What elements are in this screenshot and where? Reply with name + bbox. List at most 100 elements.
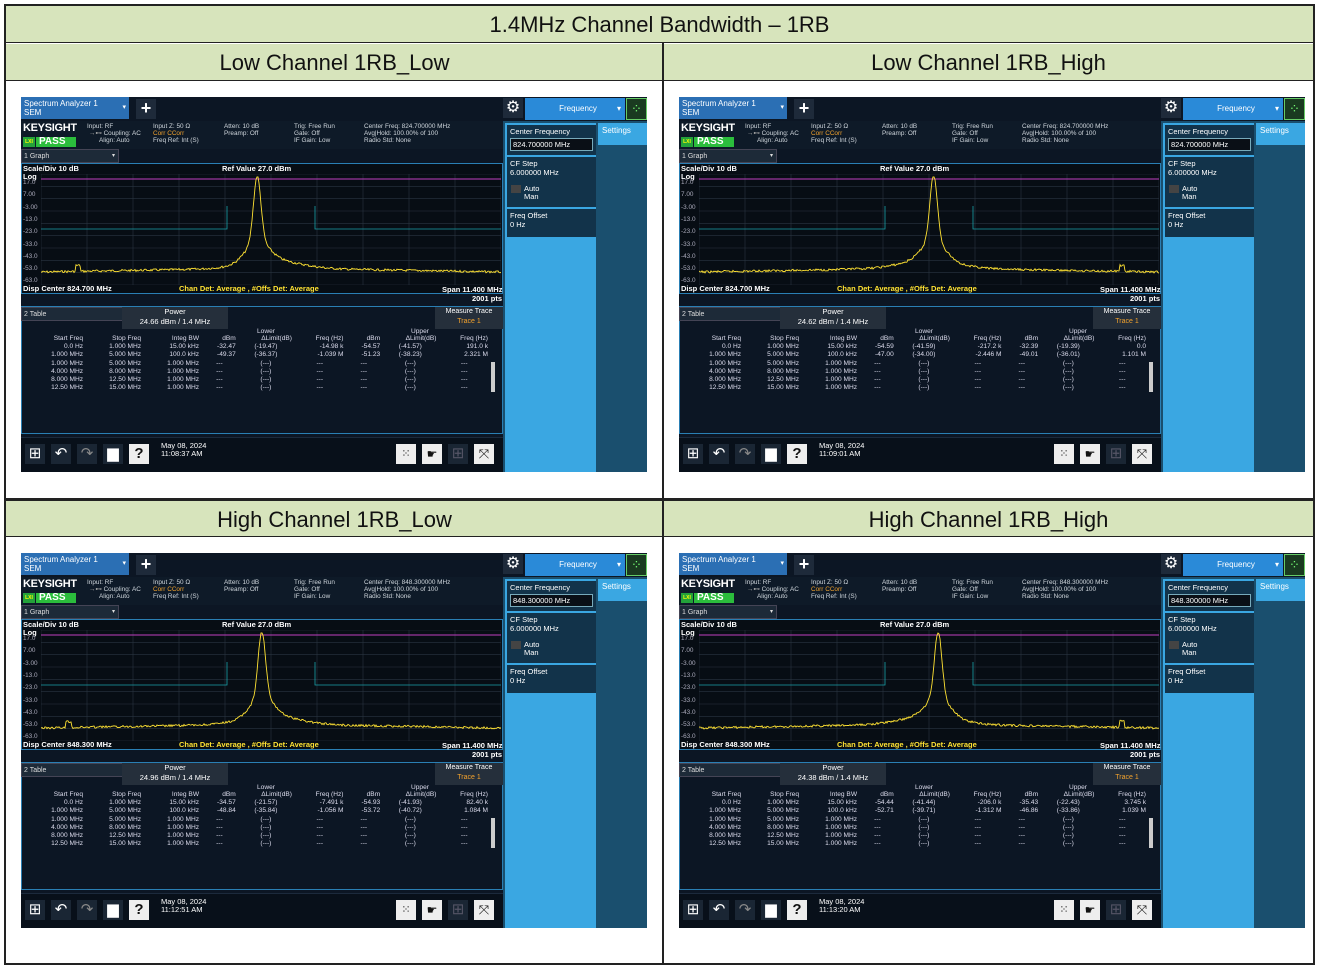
gear-icon[interactable]: ⚙ (503, 554, 523, 574)
app-tab[interactable]: Spectrum Analyzer 1 SEM (679, 97, 787, 119)
table-scrollbar[interactable] (491, 818, 495, 848)
add-screen-button[interactable]: + (794, 555, 814, 575)
table-select-dropdown[interactable]: 2 Table (21, 763, 133, 777)
folder-icon[interactable]: ▆ (103, 900, 123, 920)
windows-start-icon[interactable]: ⊞ (683, 900, 703, 920)
auto-man-toggle[interactable]: Auto Man (1169, 185, 1197, 201)
cf-step-softkey[interactable]: CF Step 6.000000 MHz (1165, 613, 1254, 663)
windows-start-icon[interactable]: ⊞ (683, 444, 703, 464)
table-scrollbar[interactable] (1149, 818, 1153, 848)
gear-icon[interactable]: ⚙ (503, 98, 523, 118)
touch-icon[interactable]: ☛ (422, 444, 442, 464)
table-scrollbar[interactable] (1149, 362, 1153, 392)
app-tab[interactable]: Spectrum Analyzer 1 SEM (21, 553, 129, 575)
measure-trace-button[interactable]: Measure Trace Trace 1 (1093, 763, 1161, 785)
gear-icon[interactable]: ⚙ (1161, 98, 1181, 118)
settings-tab[interactable]: Settings (1256, 123, 1305, 145)
center-frequency-softkey[interactable]: Center Frequency 824.700000 MHz (1165, 125, 1254, 155)
auto-man-toggle[interactable]: Auto Man (511, 641, 539, 657)
redo-icon[interactable]: ↷ (735, 900, 755, 920)
freq-offset-softkey[interactable]: Freq Offset 0 Hz (1165, 209, 1254, 237)
center-frequency-softkey[interactable]: Center Frequency 848.300000 MHz (1165, 581, 1254, 611)
keyboard-icon[interactable]: ⁙ (1054, 900, 1074, 920)
auto-man-toggle[interactable]: Auto Man (511, 185, 539, 201)
keyboard-icon[interactable]: ⁙ (396, 900, 416, 920)
layout-icon[interactable]: ⊞ (448, 900, 468, 920)
frequency-menu-button[interactable]: Frequency ▾ (1183, 554, 1283, 576)
settings-tab[interactable]: Settings (598, 579, 647, 601)
freq-offset-softkey[interactable]: Freq Offset 0 Hz (507, 665, 596, 693)
redo-icon[interactable]: ↷ (77, 444, 97, 464)
measure-trace-button[interactable]: Measure Trace Trace 1 (435, 763, 503, 785)
frequency-menu-button[interactable]: Frequency ▾ (525, 98, 625, 120)
help-icon[interactable]: ? (787, 444, 807, 464)
measure-trace-button[interactable]: Measure Trace Trace 1 (1093, 307, 1161, 329)
windows-start-icon[interactable]: ⊞ (25, 444, 45, 464)
run-status-icon[interactable]: ⁘ (626, 554, 647, 576)
cf-step-softkey[interactable]: CF Step 6.000000 MHz (507, 157, 596, 207)
folder-icon[interactable]: ▆ (761, 900, 781, 920)
fullscreen-icon[interactable]: ⤧ (1132, 444, 1152, 464)
graph-select-dropdown[interactable]: 1 Graph (679, 605, 777, 619)
touch-icon[interactable]: ☛ (1080, 444, 1100, 464)
table-select-dropdown[interactable]: 2 Table (679, 763, 791, 777)
touch-icon[interactable]: ☛ (1080, 900, 1100, 920)
cf-step-softkey[interactable]: CF Step 6.000000 MHz (507, 613, 596, 663)
add-screen-button[interactable]: + (794, 99, 814, 119)
layout-icon[interactable]: ⊞ (1106, 444, 1126, 464)
undo-icon[interactable]: ↶ (51, 444, 71, 464)
frequency-menu-button[interactable]: Frequency ▾ (1183, 98, 1283, 120)
undo-icon[interactable]: ↶ (709, 444, 729, 464)
add-screen-button[interactable]: + (136, 99, 156, 119)
settings-tab[interactable]: Settings (1256, 579, 1305, 601)
windows-start-icon[interactable]: ⊞ (25, 900, 45, 920)
help-icon[interactable]: ? (129, 444, 149, 464)
help-icon[interactable]: ? (787, 900, 807, 920)
cf-step-softkey[interactable]: CF Step 6.000000 MHz (1165, 157, 1254, 207)
add-screen-button[interactable]: + (136, 555, 156, 575)
ref-value-label: Ref Value 27.0 dBm (880, 620, 950, 629)
fullscreen-icon[interactable]: ⤧ (474, 900, 494, 920)
table-cell: --- (460, 840, 468, 848)
center-frequency-softkey[interactable]: Center Frequency 824.700000 MHz (507, 125, 596, 155)
graph-select-dropdown[interactable]: 1 Graph (21, 605, 119, 619)
run-status-icon[interactable]: ⁘ (1284, 98, 1305, 120)
graph-select-dropdown[interactable]: 1 Graph (21, 149, 119, 163)
table-cell: (---) (918, 832, 930, 840)
center-frequency-softkey[interactable]: Center Frequency 848.300000 MHz (507, 581, 596, 611)
redo-icon[interactable]: ↷ (735, 444, 755, 464)
column-header: Freq (Hz) (460, 335, 488, 343)
run-status-icon[interactable]: ⁘ (1284, 554, 1305, 576)
undo-icon[interactable]: ↶ (709, 900, 729, 920)
keyboard-icon[interactable]: ⁙ (396, 444, 416, 464)
frequency-menu-button[interactable]: Frequency ▾ (525, 554, 625, 576)
measure-trace-button[interactable]: Measure Trace Trace 1 (435, 307, 503, 329)
gear-icon[interactable]: ⚙ (1161, 554, 1181, 574)
table-cell: (---) (404, 832, 416, 840)
freq-offset-softkey[interactable]: Freq Offset 0 Hz (507, 209, 596, 237)
layout-icon[interactable]: ⊞ (448, 444, 468, 464)
undo-icon[interactable]: ↶ (51, 900, 71, 920)
keyboard-icon[interactable]: ⁙ (1054, 444, 1074, 464)
run-status-icon[interactable]: ⁘ (626, 98, 647, 120)
fullscreen-icon[interactable]: ⤧ (1132, 900, 1152, 920)
freq-offset-softkey[interactable]: Freq Offset 0 Hz (1165, 665, 1254, 693)
help-icon[interactable]: ? (129, 900, 149, 920)
app-tab[interactable]: Spectrum Analyzer 1 SEM (679, 553, 787, 575)
app-tab[interactable]: Spectrum Analyzer 1 SEM (21, 97, 129, 119)
table-scrollbar[interactable] (491, 362, 495, 392)
graph-select-dropdown[interactable]: 1 Graph (679, 149, 777, 163)
redo-icon[interactable]: ↷ (77, 900, 97, 920)
folder-icon[interactable]: ▆ (761, 444, 781, 464)
table-select-dropdown[interactable]: 2 Table (679, 307, 791, 321)
table-select-dropdown[interactable]: 2 Table (21, 307, 133, 321)
info-col-2: Input Z: 50 Ω Corr CCorr Freq Ref: Int (S) (811, 579, 857, 600)
fullscreen-icon[interactable]: ⤧ (474, 444, 494, 464)
auto-man-toggle[interactable]: Auto Man (1169, 641, 1197, 657)
settings-tab[interactable]: Settings (598, 123, 647, 145)
span-label: Span 11.400 MHz 2001 pts (1100, 285, 1161, 303)
touch-icon[interactable]: ☛ (422, 900, 442, 920)
table-cell: 5.000 MHz (109, 815, 142, 823)
folder-icon[interactable]: ▆ (103, 444, 123, 464)
layout-icon[interactable]: ⊞ (1106, 900, 1126, 920)
